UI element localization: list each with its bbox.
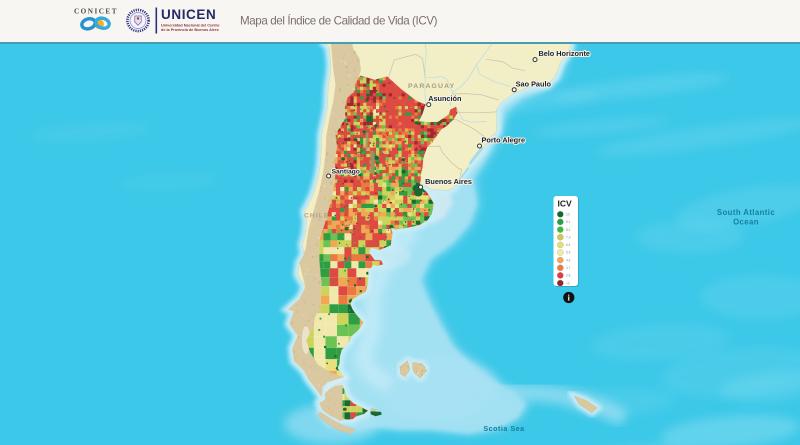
svg-text:Sao Paulo: Sao Paulo	[516, 79, 552, 88]
svg-text:Porto Alegre: Porto Alegre	[482, 135, 526, 144]
svg-text:Scotia Sea: Scotia Sea	[483, 424, 525, 433]
svg-text:8.2: 8.2	[566, 228, 571, 232]
svg-text:i: i	[568, 293, 571, 302]
svg-text:2.8: 2.8	[566, 274, 571, 278]
svg-text:7.3: 7.3	[566, 235, 571, 239]
svg-text:Santiago: Santiago	[332, 169, 360, 176]
svg-text:CONICET: CONICET	[74, 8, 118, 16]
svg-text:ICV: ICV	[558, 199, 573, 209]
svg-text:4.6: 4.6	[566, 258, 571, 262]
svg-text:Universidad Nacional del Centr: Universidad Nacional del Centro	[161, 24, 220, 28]
svg-text:3.7: 3.7	[566, 266, 571, 270]
svg-text:South Atlantic: South Atlantic	[717, 208, 775, 217]
svg-text:CHILE: CHILE	[304, 213, 329, 220]
svg-text:<2: <2	[566, 281, 570, 285]
svg-text:Ocean: Ocean	[733, 218, 759, 227]
svg-text:5.5: 5.5	[566, 251, 571, 255]
svg-text:10: 10	[566, 213, 570, 217]
svg-text:UNICEN: UNICEN	[161, 7, 216, 22]
svg-text:Belo Horizonte: Belo Horizonte	[538, 49, 590, 58]
svg-text:Buenos Aires: Buenos Aires	[425, 177, 472, 186]
svg-text:6.4: 6.4	[566, 243, 571, 247]
svg-text:PARAGUAY: PARAGUAY	[408, 83, 455, 90]
svg-text:Asunción: Asunción	[428, 94, 461, 103]
svg-text:9.1: 9.1	[566, 220, 571, 224]
svg-text:de la Provincia de Buenos Aire: de la Provincia de Buenos Aires	[161, 28, 219, 32]
svg-text:Mapa del Índice de Calidad de: Mapa del Índice de Calidad de Vida (ICV)	[240, 15, 438, 28]
